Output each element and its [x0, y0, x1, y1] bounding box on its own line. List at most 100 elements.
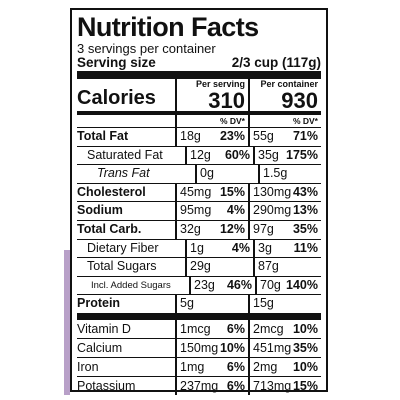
nutrient-cell: 12g 60%	[185, 146, 253, 165]
amount: 5g	[180, 296, 194, 311]
amount: 713mg	[253, 378, 292, 393]
nutrient-name: Calcium	[77, 340, 123, 355]
nutrient-row: Total Carb. 32g 12% 97g 35%	[77, 219, 321, 239]
amount: 1g	[190, 240, 204, 255]
calories-label: Calories	[77, 87, 156, 109]
amount: 150mg	[180, 340, 219, 355]
nutrient-name: Total Carb.	[77, 221, 142, 236]
nutrient-row: Cholesterol 45mg 15% 130mg 43%	[77, 182, 321, 202]
nutrient-cell: 237mg 6%	[175, 376, 248, 395]
daily-value: 23%	[219, 129, 245, 143]
column: Per serving 310	[175, 79, 248, 112]
nutrient-row: Vitamin D 1mcg 6% 2mcg 10%	[77, 318, 321, 338]
nutrient-name: Incl. Added Sugars	[91, 279, 171, 291]
nutrient-cell: 2mg 10%	[248, 357, 321, 376]
nutrient-name: Potassium	[77, 378, 136, 393]
amount: 1mcg	[180, 321, 211, 336]
nutrient-name: Saturated Fat	[87, 147, 163, 162]
nutrient-row: Total Fat 18g 23% 55g 71%	[77, 127, 321, 146]
nutrient-name: Vitamin D	[77, 321, 131, 336]
nutrient-cell: 29g	[185, 258, 253, 276]
nutrient-row: Potassium 237mg 6% 713mg 15%	[77, 375, 321, 395]
daily-value: 6%	[226, 321, 245, 336]
nutrient-row: Saturated Fat 12g 60% 35g 175%	[77, 145, 321, 165]
nutrient-cell: 1mg 6%	[175, 357, 248, 376]
daily-value: 6%	[226, 359, 245, 374]
nutrition-label: Nutrition Facts 3 servings per container…	[70, 8, 328, 395]
daily-value: 35%	[292, 340, 318, 355]
daily-value: 10%	[292, 359, 318, 374]
nutrient-name: Protein	[77, 296, 121, 311]
daily-value: 15%	[292, 378, 318, 393]
nutrient-rows: Total Fat 18g 23% 55g 71% Saturated Fat 12g 60%…	[77, 127, 321, 395]
nutrient-cell: 15g	[248, 295, 321, 313]
amount: 87g	[258, 259, 279, 274]
nutrient-cell: 130mg 43%	[248, 183, 321, 202]
amount: 12g	[190, 147, 211, 162]
column-header: Per container	[260, 79, 318, 89]
nutrient-row: Incl. Added Sugars 23g 46% 70g 140%	[77, 275, 321, 295]
nutrient-name: Total Sugars	[87, 259, 157, 274]
daily-value: 35%	[292, 221, 318, 236]
nutrient-cell: 45mg 15%	[175, 183, 248, 202]
daily-value: 43%	[292, 184, 318, 199]
nutrient-cell: 5g	[175, 295, 248, 313]
nutrient-name: Trans Fat	[97, 166, 150, 181]
daily-value: 15%	[219, 184, 245, 199]
nutrient-name: Sodium	[77, 203, 123, 218]
amount: 32g	[180, 221, 201, 236]
amount: 15g	[253, 296, 274, 311]
nutrient-cell: 451mg 35%	[248, 338, 321, 357]
amount: 97g	[253, 221, 274, 236]
package-edge	[64, 250, 70, 395]
nutrient-row: Dietary Fiber 1g 4% 3g 11%	[77, 238, 321, 258]
nutrient-name: Total Fat	[77, 129, 129, 143]
amount: 70g	[260, 277, 281, 292]
daily-value: 6%	[226, 378, 245, 393]
calories-header: Calories Per serving 310 Per container 9…	[77, 79, 321, 115]
daily-value: 60%	[224, 147, 250, 162]
nutrient-name: Cholesterol	[77, 184, 146, 199]
daily-value: 46%	[226, 277, 252, 292]
serving-size: Serving size 2/3 cup (117g)	[77, 55, 321, 79]
amount: 35g	[258, 147, 279, 162]
daily-value: 4%	[226, 203, 245, 218]
dv-header: % DV* % DV*	[77, 115, 321, 127]
nutrient-cell: 713mg 15%	[248, 376, 321, 395]
daily-value: 10%	[292, 321, 318, 336]
nutrient-cell: 290mg 13%	[248, 202, 321, 220]
nutrient-cell: 32g 12%	[175, 220, 248, 239]
amount: 18g	[180, 129, 201, 143]
amount: 45mg	[180, 184, 212, 199]
nutrient-cell: 70g 140%	[255, 276, 321, 295]
amount: 3g	[258, 240, 272, 255]
nutrient-row: Calcium 150mg 10% 451mg 35%	[77, 337, 321, 357]
servings: 3 servings per container	[77, 41, 216, 56]
daily-value: 10%	[219, 340, 245, 355]
nutrient-cell: 97g 35%	[248, 220, 321, 239]
nutrient-cell: 1.5g	[258, 165, 321, 183]
nutrient-row: Trans Fat 0g 1.5g	[77, 164, 321, 183]
daily-value: 140%	[286, 277, 318, 292]
amount: 130mg	[253, 184, 292, 199]
nutrient-cell: 87g	[253, 258, 321, 276]
nutrient-cell: 23g 46%	[189, 276, 255, 295]
amount: 290mg	[253, 203, 292, 218]
nutrient-cell: 95mg 4%	[175, 202, 248, 220]
amount: 237mg	[180, 378, 219, 393]
daily-value: 71%	[292, 129, 318, 143]
nutrient-name: Iron	[77, 359, 99, 374]
calories-value: 930	[281, 88, 318, 113]
nutrient-name: Dietary Fiber	[87, 240, 159, 255]
title: Nutrition Facts	[77, 12, 259, 42]
serving-size-value: 2/3 cup (117g)	[231, 55, 321, 70]
nutrient-row: Sodium 95mg 4% 290mg 13%	[77, 201, 321, 220]
amount: 1.5g	[263, 166, 288, 181]
nutrient-row: Iron 1mg 6% 2mg 10%	[77, 356, 321, 376]
daily-value: 11%	[293, 240, 318, 255]
serving-size-label: Serving size	[77, 55, 156, 70]
nutrient-cell: 1mcg 6%	[175, 319, 248, 338]
daily-value: 13%	[292, 203, 318, 218]
amount: 1mg	[180, 359, 205, 374]
nutrient-cell: 150mg 10%	[175, 338, 248, 357]
